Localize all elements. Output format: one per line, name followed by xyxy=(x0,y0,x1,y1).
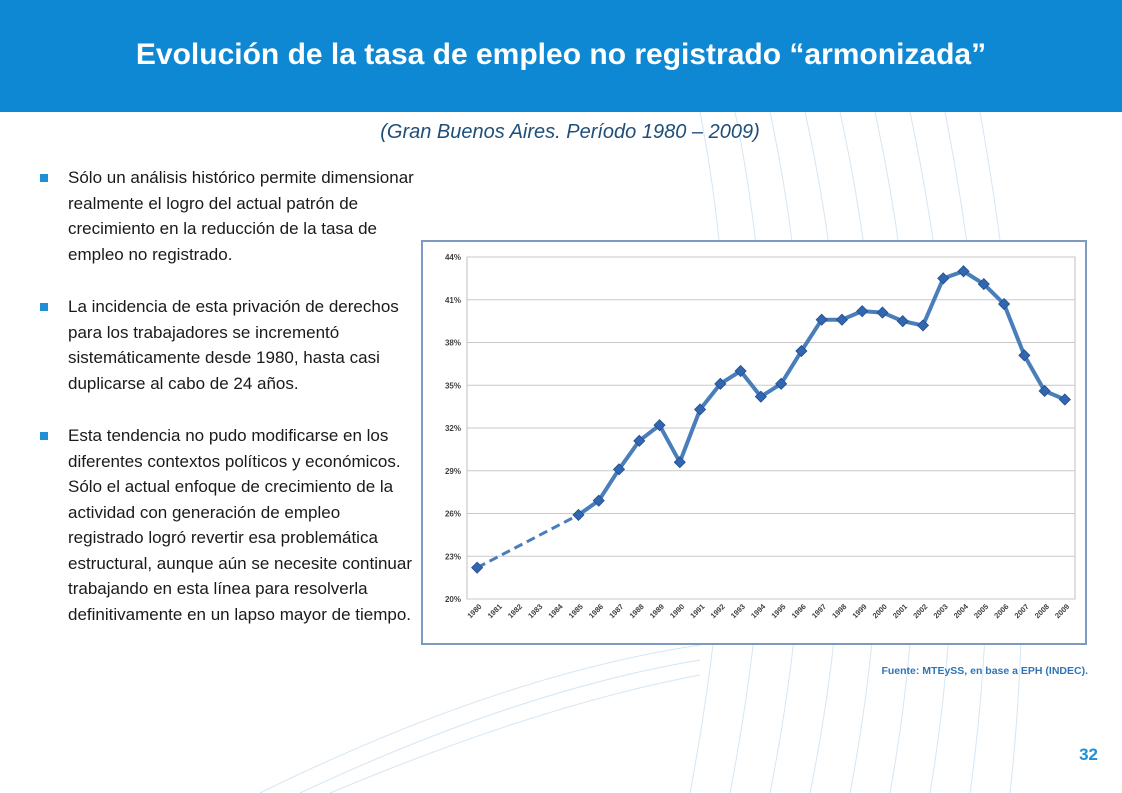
x-tick-label: 2001 xyxy=(891,602,909,620)
x-tick-label: 1985 xyxy=(567,602,585,620)
y-tick-label: 26% xyxy=(445,510,461,519)
bullet-square-icon xyxy=(40,303,48,311)
x-tick-label: 1981 xyxy=(486,602,504,620)
data-point-marker xyxy=(1018,349,1031,362)
x-tick-label: 2008 xyxy=(1033,602,1051,620)
x-tick-label: 1991 xyxy=(688,602,706,620)
chart-subtitle: (Gran Buenos Aires. Período 1980 – 2009) xyxy=(380,121,760,143)
x-tick-label: 1995 xyxy=(769,602,787,620)
y-tick-label: 29% xyxy=(445,467,461,476)
y-tick-label: 44% xyxy=(445,253,461,262)
x-tick-label: 1990 xyxy=(668,602,686,620)
data-point-marker xyxy=(714,377,727,390)
bullet-item: La incidencia de esta privación de derec… xyxy=(40,294,415,396)
data-point-marker xyxy=(775,377,788,390)
x-tick-label: 2005 xyxy=(972,602,990,620)
data-point-marker xyxy=(835,313,848,326)
y-tick-label: 20% xyxy=(445,595,461,604)
data-point-marker xyxy=(1038,384,1051,398)
x-tick-label: 2006 xyxy=(992,602,1010,620)
data-point-marker xyxy=(673,456,686,469)
data-point-marker xyxy=(734,364,747,378)
data-point-marker xyxy=(633,434,646,447)
x-tick-label: 2007 xyxy=(1013,602,1031,620)
bullet-item: Esta tendencia no pudo modificarse en lo… xyxy=(40,423,415,627)
x-tick-label: 1983 xyxy=(526,602,544,620)
x-tick-label: 1982 xyxy=(506,602,524,620)
bullet-square-icon xyxy=(40,174,48,182)
series-dashed-segment xyxy=(476,513,580,569)
slide-title: Evolución de la tasa de empleo no regist… xyxy=(135,38,987,71)
data-point-marker xyxy=(572,508,585,521)
data-point-marker xyxy=(1058,393,1071,406)
x-tick-label: 1992 xyxy=(709,602,727,620)
title-bar xyxy=(0,0,1122,112)
x-tick-label: 2004 xyxy=(952,601,971,620)
bullet-item: Sólo un análisis histórico permite dimen… xyxy=(40,165,415,267)
data-point-marker xyxy=(754,390,767,403)
data-point-marker xyxy=(815,313,828,326)
data-point-marker xyxy=(694,403,707,416)
data-point-marker xyxy=(795,344,808,358)
bullet-square-icon xyxy=(40,432,48,440)
data-point-marker xyxy=(612,463,626,476)
data-point-marker xyxy=(876,306,889,319)
x-tick-label: 1988 xyxy=(628,602,646,620)
data-point-marker xyxy=(592,494,605,507)
data-point-marker xyxy=(937,272,950,285)
x-tick-label: 1989 xyxy=(648,602,666,620)
x-tick-label: 1996 xyxy=(790,602,808,620)
data-point-marker xyxy=(998,297,1011,311)
bullet-list: Sólo un análisis histórico permite dimen… xyxy=(40,165,415,654)
bullet-text: Sólo un análisis histórico permite dimen… xyxy=(68,168,414,264)
x-tick-label: 2002 xyxy=(911,602,929,620)
bullet-text: La incidencia de esta privación de derec… xyxy=(68,297,399,393)
data-point-marker xyxy=(916,319,930,332)
line-chart: 20%23%26%29%32%35%38%41%44%1980 1981 1982 1… xyxy=(445,253,1076,620)
data-point-marker xyxy=(957,265,970,278)
x-tick-label: 1997 xyxy=(810,602,828,620)
x-tick-label: 2009 xyxy=(1053,602,1071,620)
y-tick-label: 23% xyxy=(445,552,461,561)
data-point-marker xyxy=(896,315,909,328)
x-tick-label: 1998 xyxy=(830,602,848,620)
x-tick-label: 1986 xyxy=(587,602,605,620)
y-tick-label: 41% xyxy=(445,296,461,305)
x-tick-label: 1993 xyxy=(729,602,747,620)
x-tick-label: 1994 xyxy=(749,601,768,620)
chart-frame: 20% 23% 26% 29% 32% 35% 38% 41% 44% 1980 1981 1982 1… xyxy=(421,240,1087,645)
data-point-marker xyxy=(977,278,990,291)
data-point-marker xyxy=(471,561,484,574)
x-tick-label: 1999 xyxy=(850,602,868,620)
x-tick-label: 1987 xyxy=(607,602,625,620)
bullet-text: Esta tendencia no pudo modificarse en lo… xyxy=(68,426,413,624)
x-tick-label: 2000 xyxy=(871,602,889,620)
y-tick-label: 38% xyxy=(445,339,461,348)
y-tick-label: 32% xyxy=(445,424,461,433)
x-tick-label: 1980 xyxy=(465,602,483,620)
y-tick-label: 35% xyxy=(445,381,461,390)
x-tick-label: 1984 xyxy=(546,601,565,620)
data-point-marker xyxy=(856,305,869,318)
data-point-marker xyxy=(653,419,666,432)
source-note: Fuente: MTEySS, en base a EPH (INDEC). xyxy=(881,665,1088,677)
x-tick-label: 2003 xyxy=(932,602,950,620)
page-number: 32 xyxy=(1079,745,1098,764)
